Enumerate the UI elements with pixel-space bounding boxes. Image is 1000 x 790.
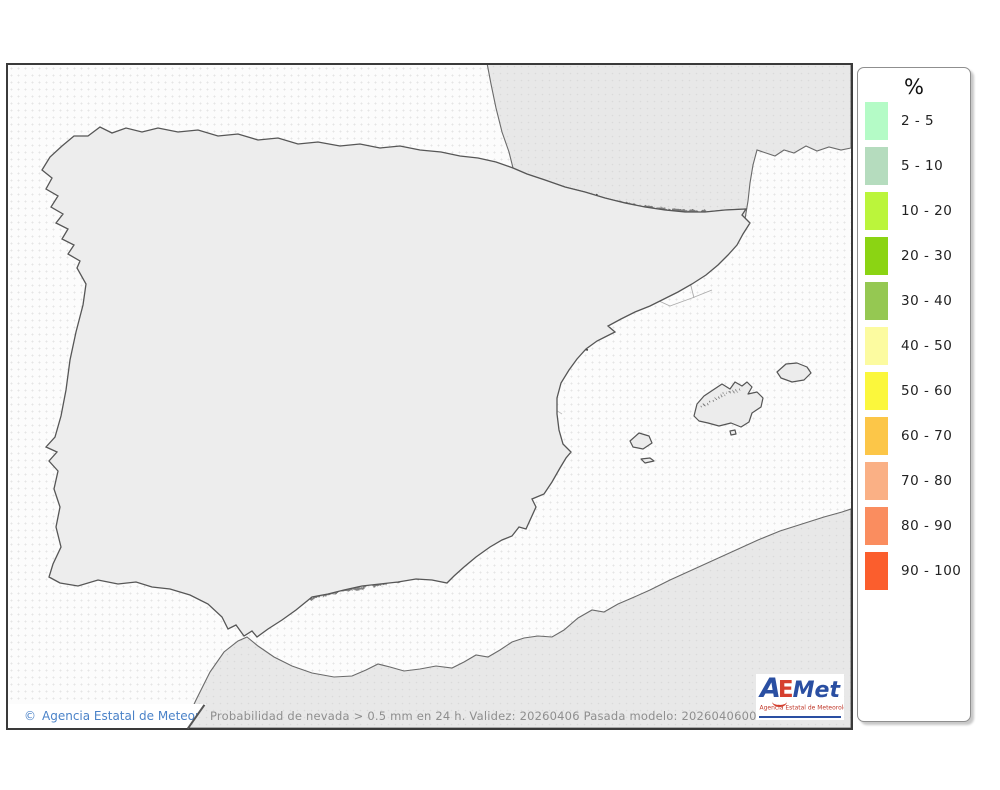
legend-item: 80 - 90 [865,507,970,545]
map-caption: Probabilidad de nevada > 0.5 mm en 24 h.… [210,709,757,723]
legend-color-swatch [865,147,888,185]
legend-item: 30 - 40 [865,282,970,320]
legend-color-swatch [865,552,888,590]
copyright-icon: © [24,709,36,723]
legend-color-swatch [865,417,888,455]
aemet-logo: AEMet Agencia Estatal de Meteorología [756,674,844,720]
legend-item: 20 - 30 [865,237,970,275]
legend-item: 50 - 60 [865,372,970,410]
legend-title: % [904,75,924,99]
legend-color-swatch [865,237,888,275]
legend-label: 40 - 50 [901,338,953,354]
legend-item: 40 - 50 [865,327,970,365]
aemet-caption: Agencia Estatal de Meteorología [759,704,844,712]
legend-color-swatch [865,462,888,500]
legend-label: 50 - 60 [901,383,953,399]
legend-item: 70 - 80 [865,462,970,500]
balearic-islands [629,362,812,464]
legend-item: 5 - 10 [865,147,970,185]
copyright-text: Agencia Estatal de Meteorología [42,709,236,723]
legend-label: 20 - 30 [901,248,953,264]
legend-color-swatch [865,372,888,410]
iberia-map-svg [41,65,851,728]
aemet-wordmark: AEMet [756,674,844,707]
legend-color-swatch [865,192,888,230]
legend-item: 60 - 70 [865,417,970,455]
legend-color-swatch [865,327,888,365]
legend-color-swatch [865,282,888,320]
map-canvas: © Agencia Estatal de Meteorología Probabi… [6,63,853,730]
legend-label: 70 - 80 [901,473,953,489]
logo-letters-met: Met [792,678,840,703]
legend-item: 90 - 100 [865,552,970,590]
copyright-box: © Agencia Estatal de Meteorología [8,704,206,728]
legend-color-swatch [865,102,888,140]
legend-label: 5 - 10 [901,158,944,174]
legend-panel: % 2 - 5 5 - 10 10 - 20 20 - 30 [857,67,971,722]
legend-color-swatch [865,507,888,545]
legend-label: 80 - 90 [901,518,953,534]
legend-item: 10 - 20 [865,192,970,230]
legend-label: 30 - 40 [901,293,953,309]
africa-landmass [182,508,851,728]
legend-label: 10 - 20 [901,203,953,219]
logo-swoosh [772,696,787,707]
legend-label: 60 - 70 [901,428,953,444]
legend-item: 2 - 5 [865,102,970,140]
legend-label: 90 - 100 [901,563,962,579]
legend-items: 2 - 5 5 - 10 10 - 20 20 - 30 30 - 40 [858,102,970,590]
legend-label: 2 - 5 [901,113,935,129]
aemet-underline [759,716,841,718]
